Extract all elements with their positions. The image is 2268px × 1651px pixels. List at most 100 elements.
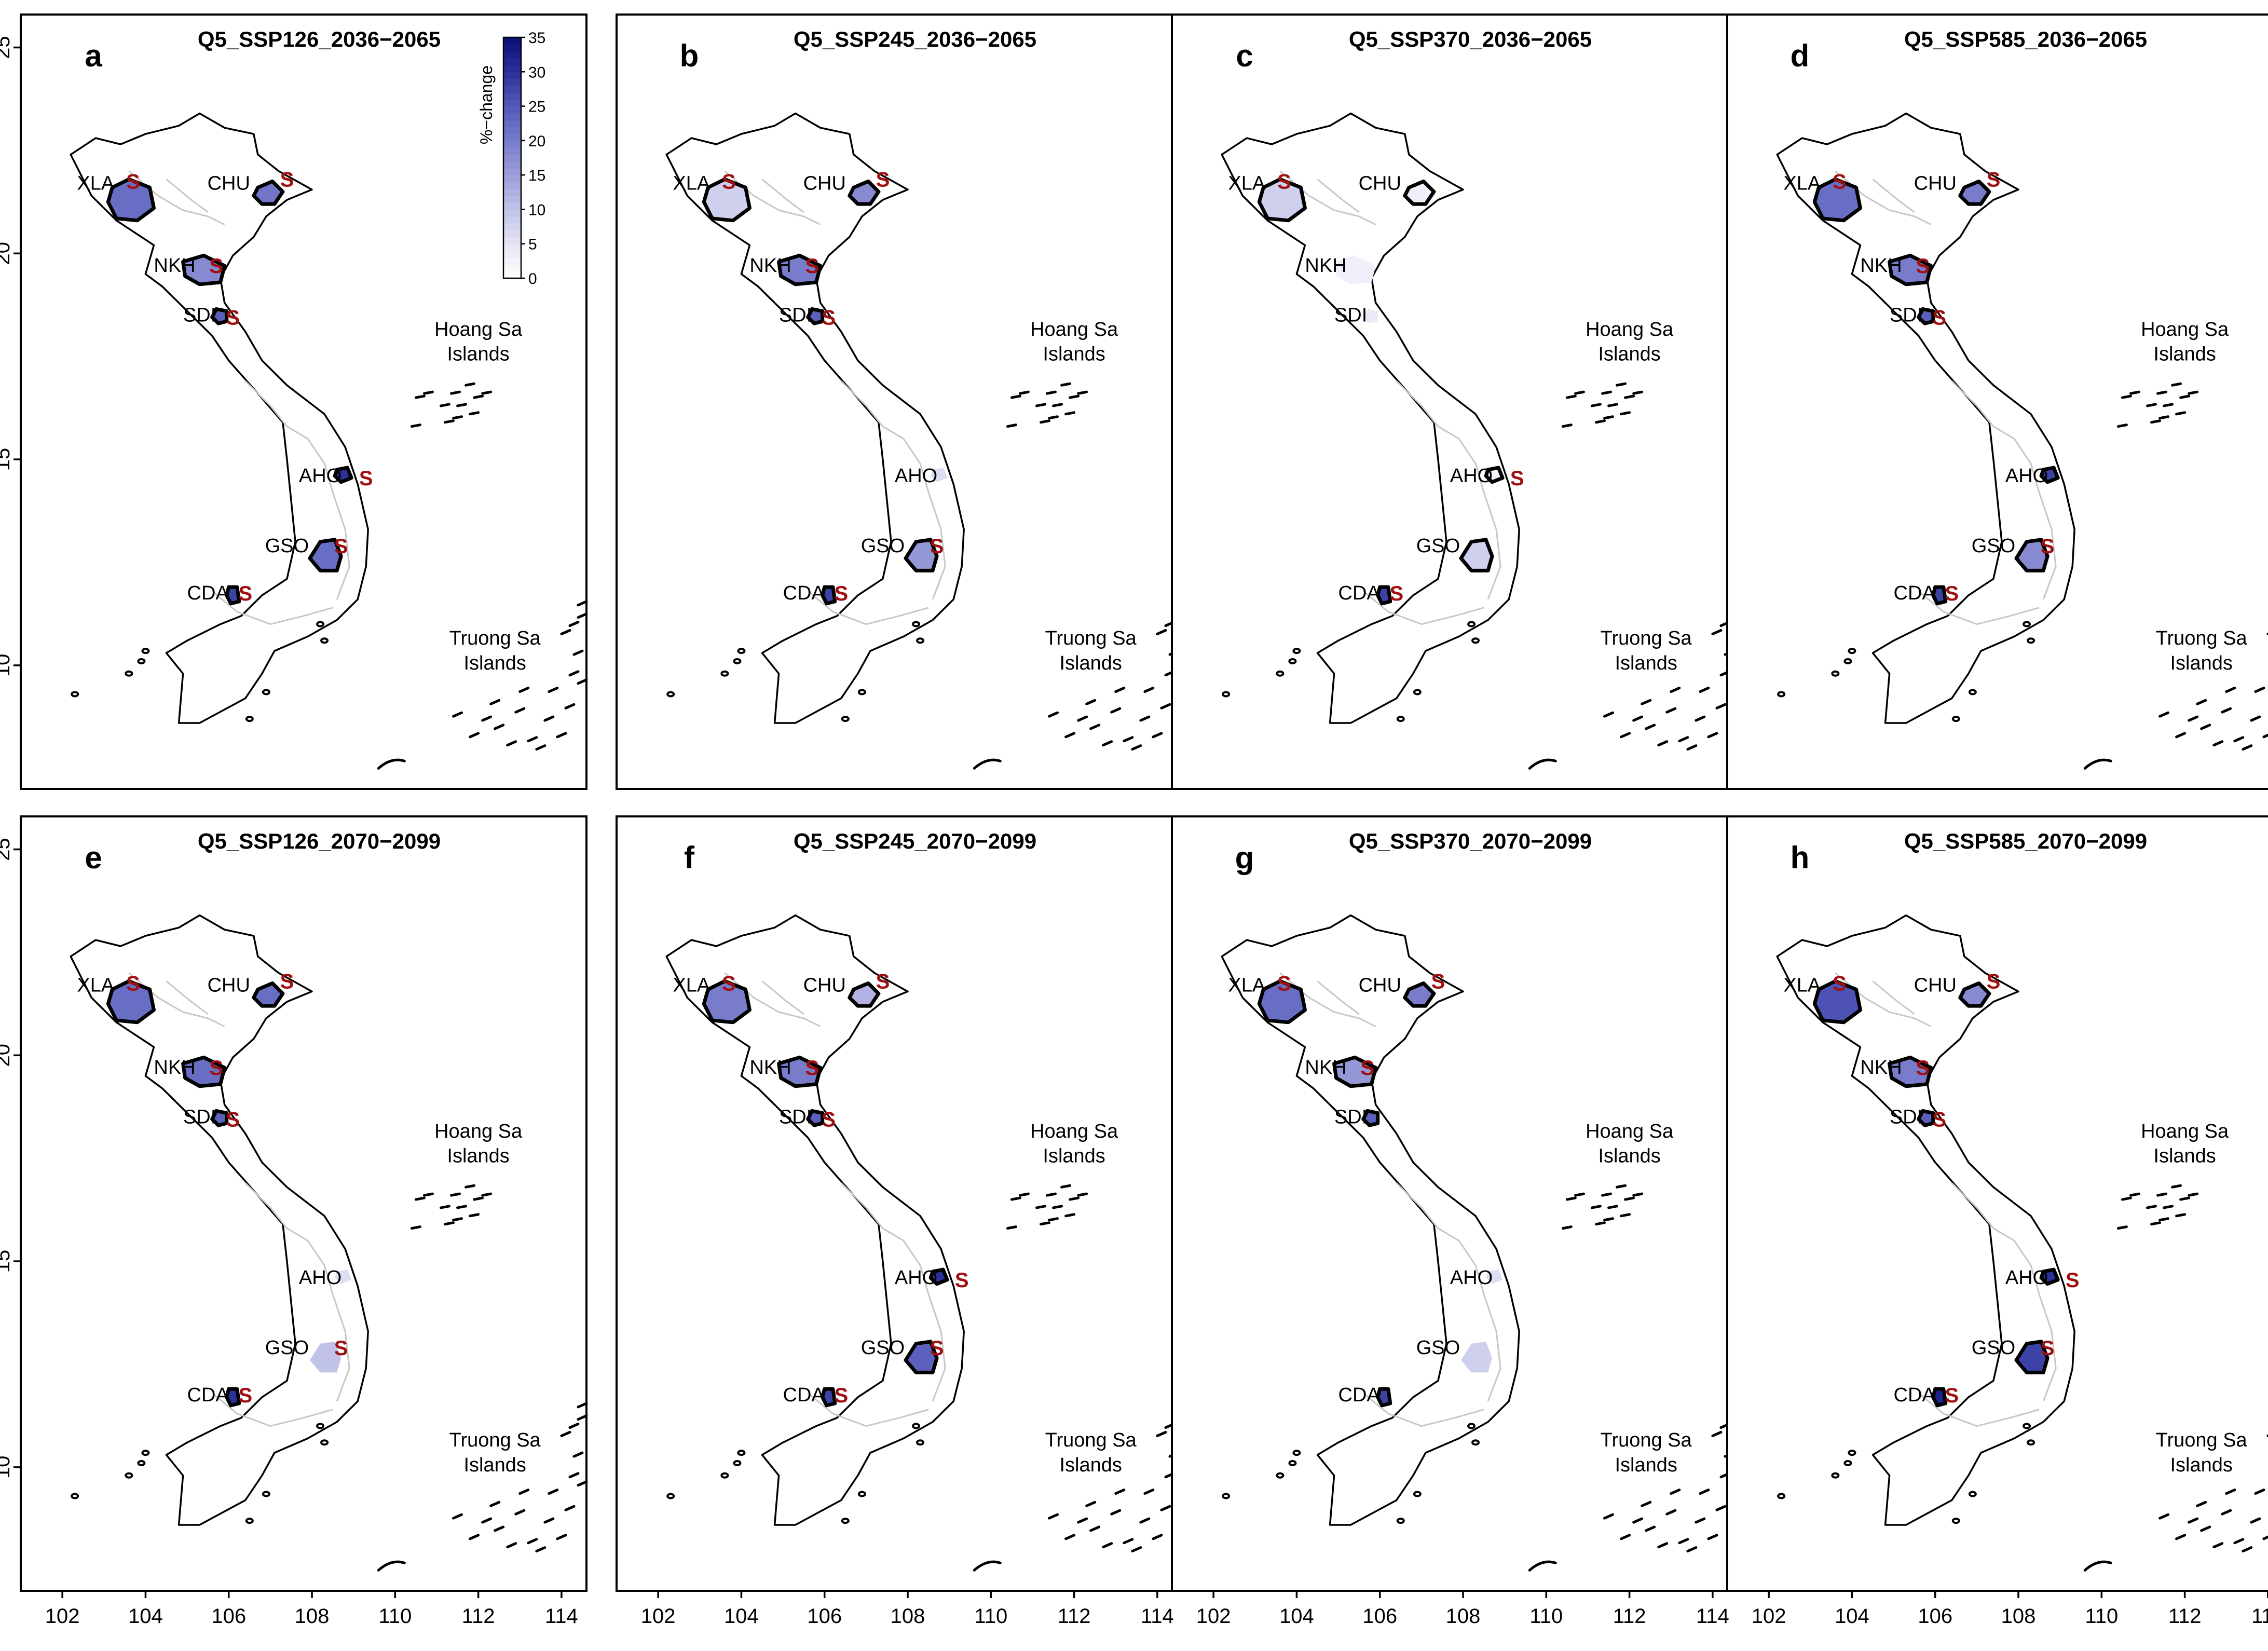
x-tick-label: 112 [462,1605,495,1628]
hoang-sa-reef [2121,1196,2132,1201]
truong-sa-reef [2212,740,2224,747]
coastal-island [1777,691,1786,698]
coastal-island [666,691,675,698]
truong-sa-reef [2200,724,2211,730]
basin-nkh [181,253,227,286]
x-tick-label: 110 [2085,1605,2118,1628]
basin-cda [225,585,241,606]
truong-sa-reef [1657,1542,1669,1549]
site-label-xla: XLA [1783,974,1821,996]
truong-sa-reef [527,1538,538,1545]
truong-sa-reef [568,1472,580,1479]
truong-sa-reef [494,1525,505,1532]
truong-sa-reef [1089,724,1101,730]
basin-aho [2039,1267,2060,1286]
panel-title: Q5_SSP585_2070−2099 [1904,829,2147,853]
panel-title: Q5_SSP245_2036−2065 [794,27,1036,51]
truong-sa-reef [1711,629,1723,635]
truong-sa-reef [543,1517,555,1524]
x-tick-label: 106 [211,1605,246,1628]
map-panel-h: XLA S CHU S NKH S SDI S AHO S GSO S CDA S Hoang Sa Isla… [1726,815,2268,1592]
truong-sa-reef [1139,1517,1151,1524]
site-label-xla: XLA [1228,974,1265,996]
river-line [1317,179,1360,213]
truong-sa-reef [1139,715,1151,722]
hoang-sa-reef [2129,390,2140,395]
hoang-sa-reef [2121,394,2132,399]
significance-mark: S [280,168,294,191]
hoang-sa-label-line1: Hoang Sa [1030,1121,1118,1142]
basin-cda [821,585,837,606]
truong-sa-reef [2221,1509,2232,1516]
hoang-sa-label-line2: Islands [1043,1145,1105,1167]
truong-sa-reef [2158,711,2170,718]
x-tick-label: 108 [2001,1605,2036,1628]
hoang-sa-label-line2: Islands [1598,1145,1660,1167]
river-line [840,1182,946,1402]
hoang-sa-reef [2129,1192,2140,1197]
truong-sa-reef [1152,1534,1163,1540]
basin-gso [904,538,939,572]
truong-sa-label-line2: Islands [1615,652,1677,674]
truong-sa-reef [1665,1509,1677,1516]
truong-sa-reef [518,687,530,693]
hoang-sa-reef [1006,424,1017,428]
hoang-sa-label-line2: Islands [447,344,509,365]
significance-mark: S [930,1337,944,1360]
colorbar-band [503,202,521,210]
colorbar-tick-label: 30 [528,64,545,81]
coastal-island [666,1493,675,1499]
hoang-sa-reef [1048,1217,1059,1222]
site-label-aho: AHO [2005,1267,2048,1289]
basin-nkh [181,1055,227,1088]
y-tick-label: 20 [0,242,14,265]
site-label-gso: GSO [265,1337,309,1359]
site-label-chu: CHU [803,172,846,194]
basin-aho [1486,1270,1503,1284]
basin-xla [106,979,156,1025]
coastal-island [141,648,150,654]
truong-sa-reef [548,1489,559,1495]
colorbar-band [503,243,521,251]
hoang-sa-label-line2: Islands [447,1145,509,1167]
reef-arc [1528,758,1557,770]
river-line [244,380,350,600]
site-label-nkh: NKH [154,1057,195,1079]
site-label-aho: AHO [299,465,341,487]
truong-sa-reef [568,1423,580,1429]
coastal-island [1222,691,1231,698]
hoang-sa-reef [1077,390,1088,395]
panel-letter: h [1791,840,1810,875]
hoang-sa-reef [1052,403,1063,407]
truong-sa-reef [577,678,588,685]
hoang-sa-reef [1595,1221,1606,1226]
truong-sa-reef [560,1430,571,1437]
hoang-sa-reef [444,1221,455,1226]
x-tick-label: 104 [1279,1605,1314,1628]
colorbar-band [503,147,521,155]
significance-mark: S [126,972,140,995]
hoang-sa-label-line1: Hoang Sa [1030,319,1118,340]
colorbar-band [503,99,521,107]
colorbar-band [503,65,521,72]
truong-sa-reef [572,1451,584,1458]
site-label-nkh: NKH [749,1057,791,1079]
site-label-chu: CHU [1914,974,1957,996]
basin-aho [2039,466,2060,484]
truong-sa-reef [2200,1525,2211,1532]
panels: XLA S CHU S NKH S SDI S AHO S GSO S CDA S Hoang Sa Isla… [20,13,2268,1592]
basin-nkh [1334,255,1376,284]
basin-nkh [1888,1055,1933,1088]
site-label-chu: CHU [1359,974,1401,996]
significance-mark: S [1916,255,1930,278]
truong-sa-reef [577,612,588,619]
significance-mark: S [1945,1384,1959,1407]
coastal-island [857,1491,866,1497]
coastal-island [2023,1423,2031,1429]
truong-sa-reef [452,1513,463,1520]
colorbar-band [503,113,521,120]
hoang-sa-reef [2163,1205,2174,1209]
panel-title: Q5_SSP245_2070−2099 [794,829,1036,853]
panel-letter: f [684,840,695,875]
hoang-sa-reef [1632,390,1644,395]
